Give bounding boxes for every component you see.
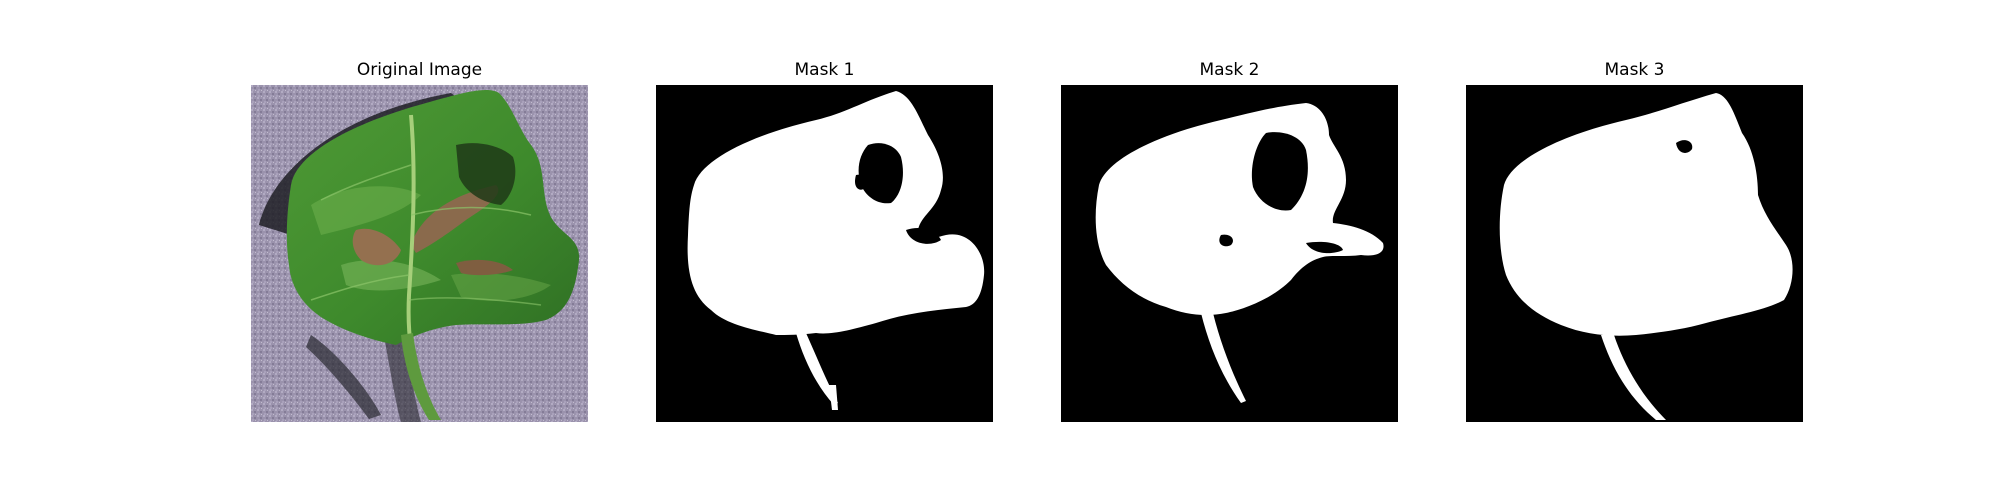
panel-title: Mask 3: [1604, 60, 1665, 80]
mask-3-image: [1466, 85, 1803, 422]
original-leaf-image: [251, 85, 588, 422]
panel-mask-3: Mask 3: [1466, 58, 1803, 422]
mask-1-image: [656, 85, 993, 422]
panel-mask-2: Mask 2: [1061, 58, 1398, 422]
panel-title: Original Image: [356, 60, 483, 80]
panel-original-image: Original Image: [251, 58, 588, 422]
panel-mask-1: Mask 1: [656, 58, 993, 422]
panel-title: Mask 1: [794, 60, 855, 80]
panel-title: Mask 2: [1199, 60, 1260, 80]
mask-2-image: [1061, 85, 1398, 422]
